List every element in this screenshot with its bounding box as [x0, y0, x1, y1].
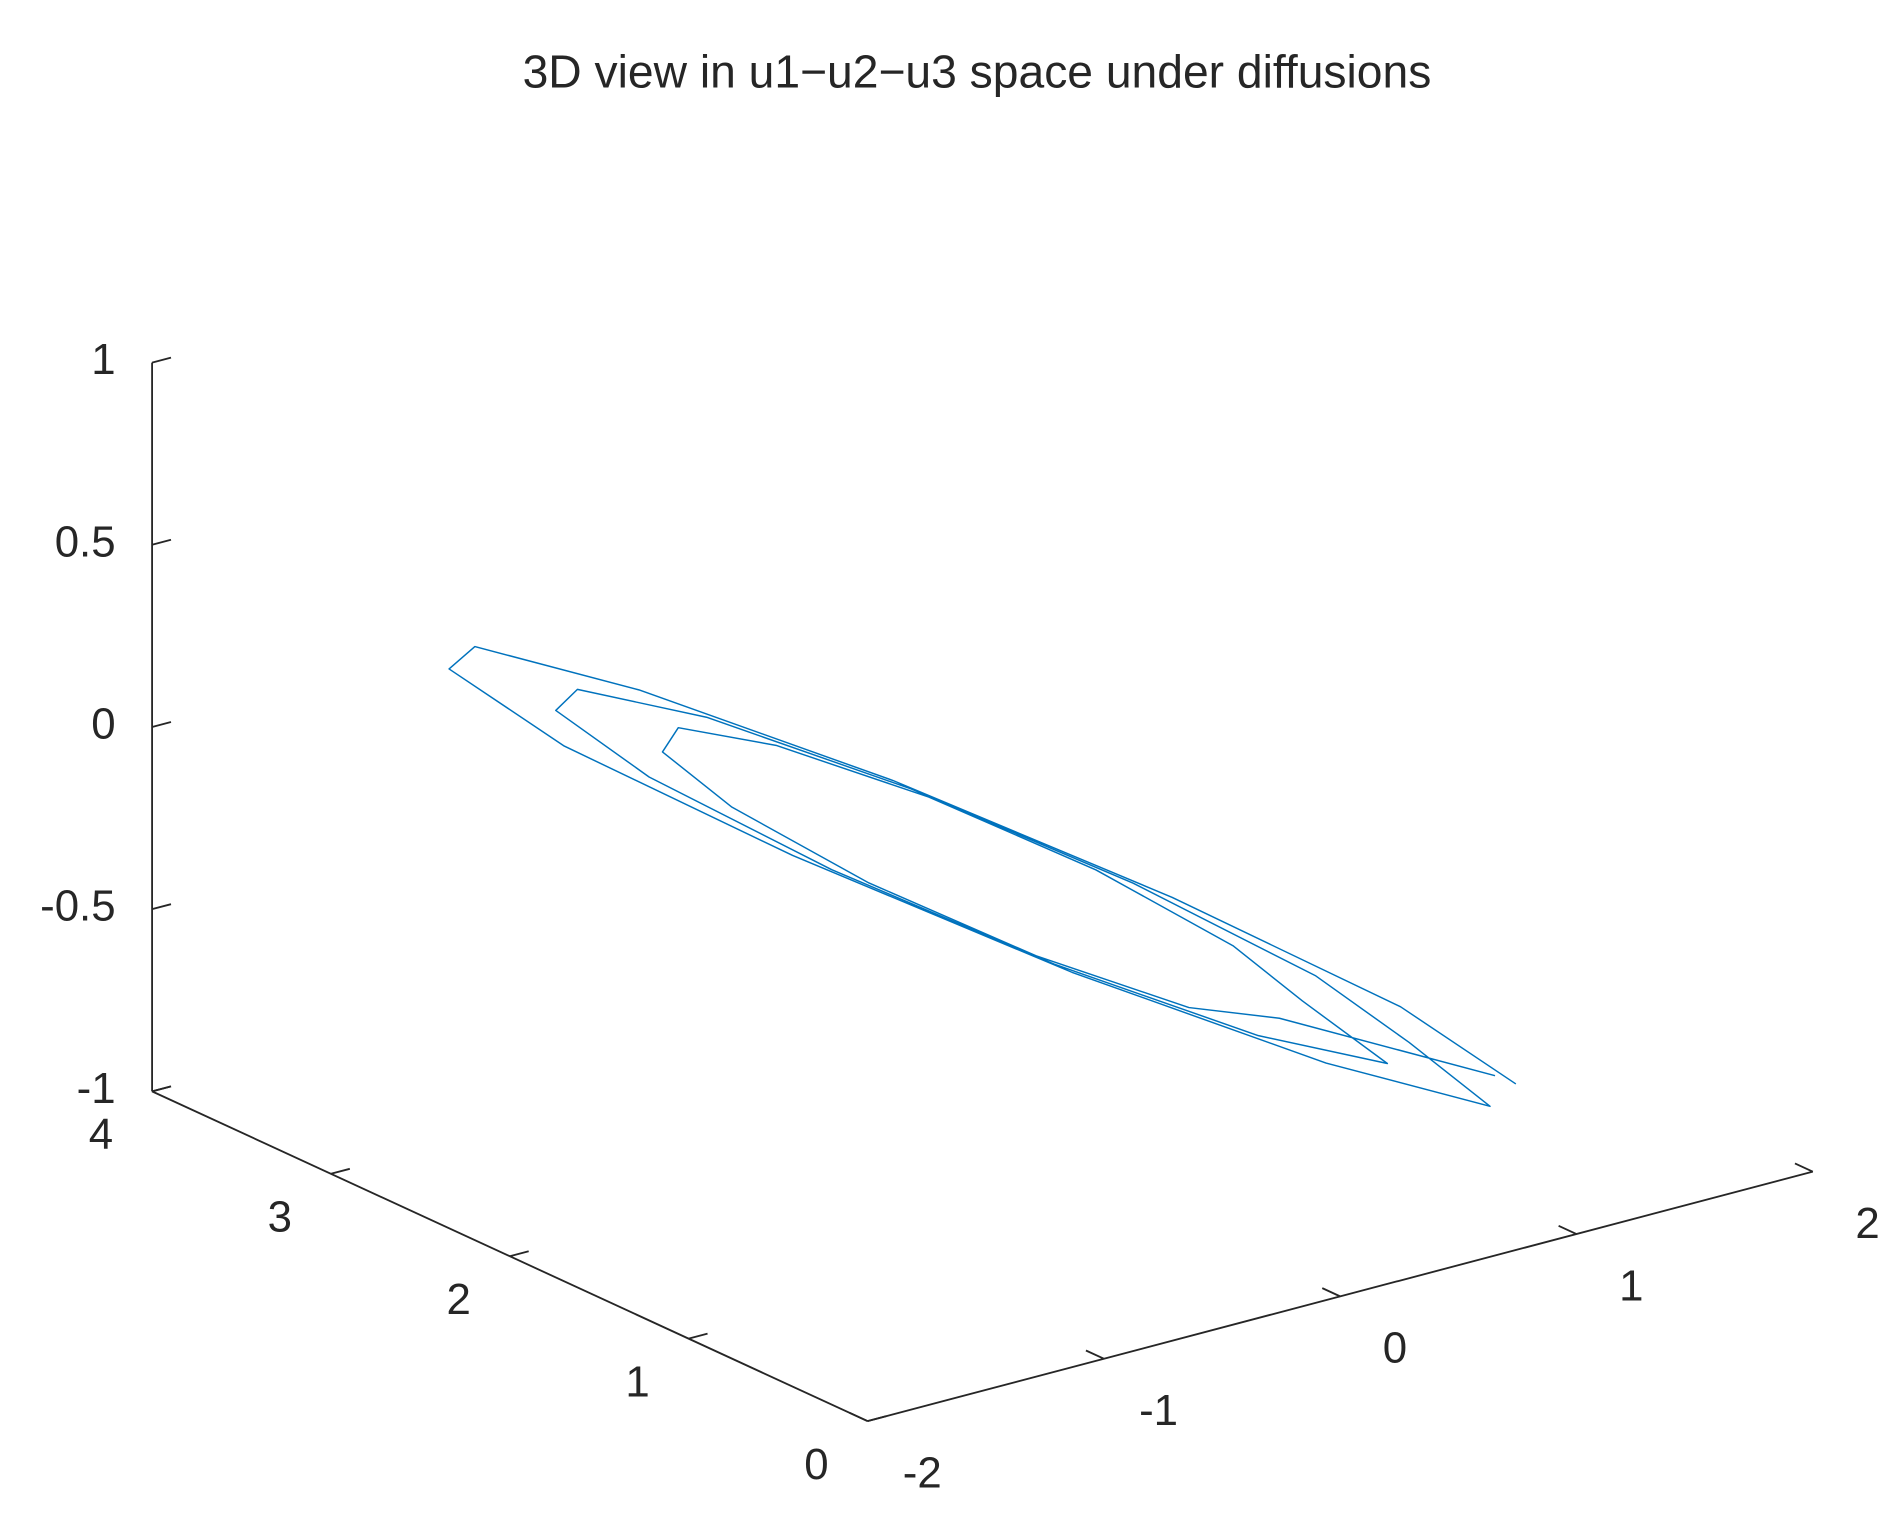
x-tick-label: -2: [903, 1448, 942, 1497]
chart-title: 3D view in u1−u2−u3 space under diffusio…: [523, 46, 1432, 98]
z-tick-label: 1: [91, 335, 115, 384]
x-tick-mark: [1321, 1287, 1341, 1298]
y-tick-label: 0: [804, 1440, 828, 1489]
z-tick-mark: [151, 903, 172, 911]
y-axis: [151, 1090, 868, 1422]
y-tick-mark: [330, 1167, 351, 1175]
y-tick-label: 3: [268, 1193, 292, 1242]
x-tick-mark: [1794, 1162, 1814, 1173]
y-tick-mark: [867, 1415, 887, 1422]
y-tick-label: 2: [447, 1275, 471, 1324]
z-tick-label: -1: [77, 1064, 116, 1113]
x-tick-label: 2: [1855, 1199, 1879, 1248]
x-tick-label: 0: [1383, 1324, 1407, 1373]
z-tick-label: 0.5: [55, 517, 116, 566]
z-tick-mark: [151, 721, 172, 728]
x-tick-mark: [849, 1412, 868, 1422]
x-tick-label: 1: [1619, 1261, 1643, 1310]
z-tick-label: -0.5: [40, 882, 115, 931]
y-tick-mark: [509, 1250, 529, 1258]
z-tick-mark: [151, 1085, 172, 1093]
y-tick-label: 4: [89, 1110, 113, 1159]
z-tick-mark: [151, 538, 172, 546]
x-tick-label: -1: [1139, 1386, 1178, 1435]
z-tick-mark: [151, 356, 172, 364]
x-tick-mark: [1085, 1349, 1105, 1360]
trajectory: [448, 645, 1517, 1108]
z-tick-label: 0: [91, 700, 115, 749]
x-tick-mark: [1558, 1224, 1577, 1235]
y-tick-label: 1: [625, 1357, 649, 1406]
y-tick-mark: [688, 1332, 708, 1340]
